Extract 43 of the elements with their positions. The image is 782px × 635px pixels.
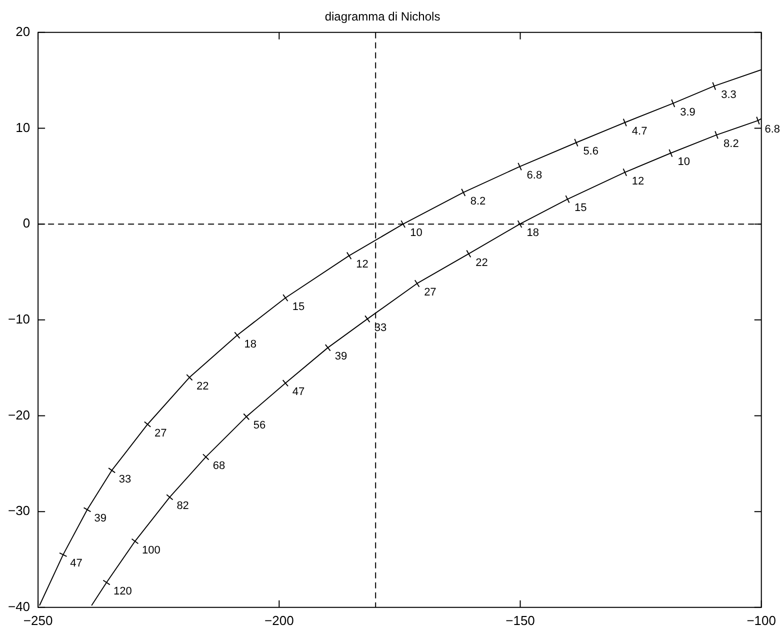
annotation: 15 — [292, 300, 305, 313]
annotation: 39 — [94, 512, 106, 525]
chart-title: diagramma di Nichols — [324, 10, 440, 24]
x-tick-label: −150 — [506, 612, 535, 628]
y-tick-label: 10 — [16, 120, 30, 135]
annotation: 4.7 — [632, 126, 648, 138]
annotation: 47 — [292, 386, 305, 398]
annotation: 6.8 — [526, 170, 542, 182]
x-tick-label: −100 — [746, 612, 776, 628]
annotation: 10 — [678, 156, 690, 168]
x-tick-label: −250 — [23, 612, 53, 628]
annotation: 82 — [176, 500, 189, 512]
annotation: 18 — [244, 338, 256, 350]
annotation: 10 — [410, 227, 422, 240]
annotation: 18 — [526, 227, 540, 240]
x-tick-label: −200 — [264, 612, 294, 628]
annotation: 8.2 — [724, 138, 739, 150]
y-tick-label: −10 — [8, 311, 30, 326]
annotation: 68 — [212, 460, 226, 472]
annotation: 100 — [142, 544, 160, 556]
annotation: 27 — [424, 286, 436, 299]
annotation: 22 — [196, 380, 209, 392]
annotation: 3.3 — [721, 89, 736, 102]
annotation: 33 — [374, 322, 387, 334]
annotation: 56 — [253, 420, 266, 432]
annotation: 12 — [632, 175, 644, 188]
annotation: 47 — [70, 558, 82, 570]
y-tick-label: 20 — [16, 24, 30, 39]
annotation: 8.2 — [470, 195, 486, 208]
annotation: 6.8 — [764, 124, 780, 136]
annotation: 22 — [476, 256, 488, 269]
annotation: 15 — [574, 202, 587, 214]
annotation: 33 — [118, 473, 132, 486]
annotation: 120 — [114, 586, 132, 598]
y-tick-label: −40 — [8, 598, 30, 614]
annotation: 12 — [356, 258, 368, 271]
y-tick-label: −20 — [8, 407, 30, 422]
annotation: 27 — [154, 427, 167, 440]
annotation: 5.6 — [583, 146, 598, 158]
y-tick-label: 0 — [22, 216, 30, 231]
y-tick-label: −30 — [8, 503, 30, 518]
annotation: 39 — [334, 350, 348, 363]
annotation: 3.9 — [680, 106, 696, 118]
